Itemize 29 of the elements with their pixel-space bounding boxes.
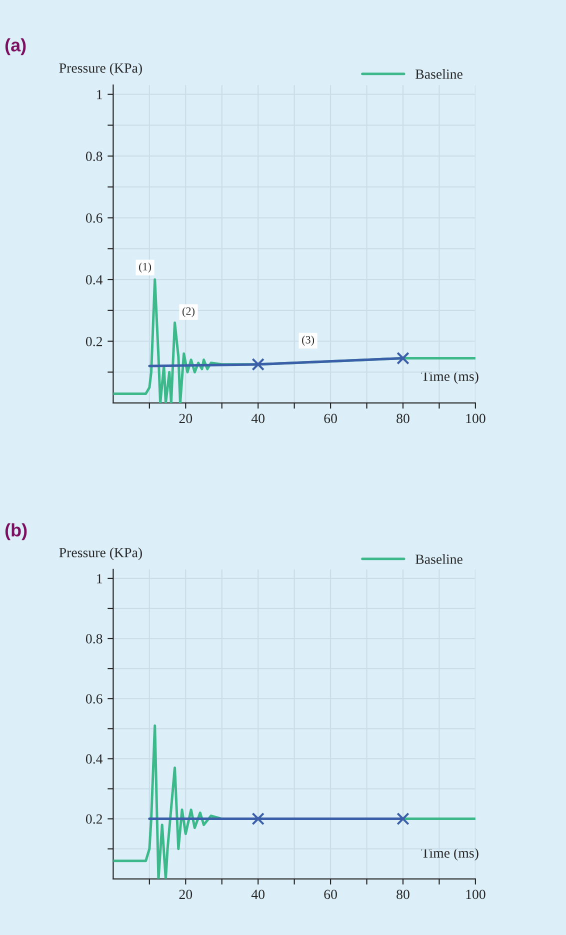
y-tick-label: 0.2 xyxy=(86,336,102,346)
annotation: (2) xyxy=(182,307,194,318)
legend-label: Baseline xyxy=(416,554,462,564)
x-tick-label: 40 xyxy=(251,414,265,424)
y-tick-label: 0.2 xyxy=(86,814,102,824)
y-tick-label: 0.6 xyxy=(86,213,102,223)
x-tick-label: 100 xyxy=(466,890,486,900)
y-axis-title: Pressure (KPa) xyxy=(59,62,142,76)
y-tick-label: 0.6 xyxy=(86,694,102,704)
y-tick-label: 1 xyxy=(97,90,102,100)
annotation: (3) xyxy=(302,336,314,346)
x-tick-label: 20 xyxy=(179,414,192,424)
y-tick-label: 1 xyxy=(97,574,102,584)
y-tick-label: 0.4 xyxy=(86,275,103,285)
x-tick-label: 80 xyxy=(396,414,410,424)
x-tick-label: 60 xyxy=(324,890,337,900)
chart-title: (b) xyxy=(5,523,27,540)
x-tick-label: 20 xyxy=(179,890,192,900)
annotation: (1) xyxy=(139,262,152,273)
x-tick-label: 100 xyxy=(466,414,486,424)
y-axis-title: Pressure (KPa) xyxy=(59,548,142,560)
x-tick-label: 40 xyxy=(251,890,265,900)
x-tick-label: 80 xyxy=(396,890,410,900)
x-tick-label: 60 xyxy=(324,414,337,424)
y-tick-label: 0.4 xyxy=(86,754,103,764)
y-tick-label: 0.8 xyxy=(86,152,102,162)
y-tick-label: 0.8 xyxy=(86,634,102,644)
chart-title: (a) xyxy=(5,38,26,56)
legend-label: Baseline xyxy=(416,69,462,79)
